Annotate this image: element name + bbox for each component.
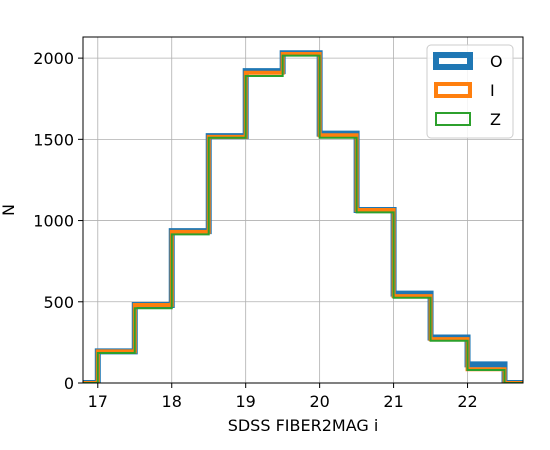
series-layer xyxy=(83,50,523,383)
x-tick-label: 22 xyxy=(457,392,477,411)
y-tick-label: 1500 xyxy=(33,130,74,149)
legend-label-O: O xyxy=(490,52,503,71)
plot-frame xyxy=(82,36,524,384)
series-Z-step xyxy=(83,54,523,383)
legend-label-Z: Z xyxy=(490,110,501,129)
y-tick-label: 1000 xyxy=(33,212,74,231)
x-tick-label: 18 xyxy=(162,392,182,411)
legend: OIZ xyxy=(426,44,514,139)
legend-swatch-I xyxy=(434,82,472,98)
y-tick-label: 0 xyxy=(64,374,74,393)
x-tick-label: 20 xyxy=(309,392,329,411)
y-tick-label: 2000 xyxy=(33,49,74,68)
legend-swatch-O xyxy=(433,52,473,70)
ticks: 17 18 19 20 21 22 0 500 1000 1500 2000 xyxy=(33,49,477,411)
x-tick-label: 17 xyxy=(88,392,108,411)
legend-swatch-Z xyxy=(435,112,471,126)
x-axis-label: SDSS FIBER2MAG i xyxy=(228,416,379,435)
x-tick-label: 19 xyxy=(236,392,256,411)
series-I-step xyxy=(83,52,523,383)
x-tick-label: 21 xyxy=(383,392,403,411)
y-tick-label: 500 xyxy=(43,293,74,312)
y-axis-label: N xyxy=(0,204,18,216)
legend-label-I: I xyxy=(490,81,495,100)
